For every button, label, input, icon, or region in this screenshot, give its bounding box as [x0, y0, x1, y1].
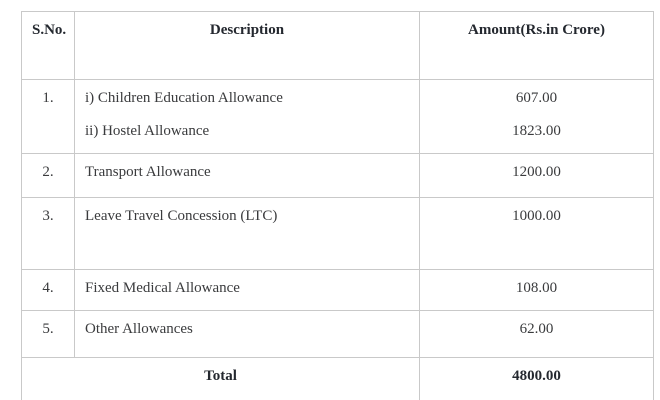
table-row: 4. Fixed Medical Allowance 108.00 — [21, 269, 654, 311]
amount-cell: 108.00 — [419, 269, 654, 311]
description-line: Leave Travel Concession (LTC) — [85, 208, 278, 224]
table-row: 3. Leave Travel Concession (LTC) 1000.00 — [21, 197, 654, 270]
amount-value: 108.00 — [515, 280, 558, 296]
amount-value: 607.00 — [515, 90, 558, 106]
description-cell: i) Children Education Allowance ii) Host… — [74, 79, 420, 154]
description-line: Other Allowances — [85, 321, 193, 337]
amount-value: 1200.00 — [512, 164, 561, 180]
description-line: Transport Allowance — [85, 164, 211, 180]
description-cell: Leave Travel Concession (LTC) — [74, 197, 420, 270]
description-line: i) Children Education Allowance — [85, 90, 283, 106]
sno-cell: 2. — [21, 153, 75, 198]
total-amount-cell: 4800.00 — [419, 357, 654, 400]
description-cell: Transport Allowance — [74, 153, 420, 198]
amount-value: 62.00 — [519, 321, 554, 337]
sno-value: 3. — [42, 208, 54, 224]
table-row: 2. Transport Allowance 1200.00 — [21, 153, 654, 198]
total-label: Total — [204, 368, 237, 384]
amount-cell: 1000.00 — [419, 197, 654, 270]
sno-cell: 5. — [21, 310, 75, 358]
table-row: 5. Other Allowances 62.00 — [21, 310, 654, 358]
amount-cell: 1200.00 — [419, 153, 654, 198]
header-sno: S.No. — [21, 11, 75, 80]
allowances-table: S.No. Description Amount(Rs.in Crore) 1.… — [21, 11, 654, 400]
header-description: Description — [74, 11, 420, 80]
amount-cell: 607.00 1823.00 — [419, 79, 654, 154]
table-row: 1. i) Children Education Allowance ii) H… — [21, 79, 654, 154]
sno-cell: 4. — [21, 269, 75, 311]
total-amount: 4800.00 — [512, 368, 561, 384]
sno-cell: 3. — [21, 197, 75, 270]
sno-value: 4. — [42, 280, 54, 296]
table-header-row: S.No. Description Amount(Rs.in Crore) — [21, 11, 654, 80]
sno-value: 1. — [42, 90, 54, 106]
amount-cell: 62.00 — [419, 310, 654, 358]
sno-cell: 1. — [21, 79, 75, 154]
description-cell: Fixed Medical Allowance — [74, 269, 420, 311]
header-amount: Amount(Rs.in Crore) — [419, 11, 654, 80]
sno-value: 2. — [42, 164, 54, 180]
description-cell: Other Allowances — [74, 310, 420, 358]
sno-value: 5. — [42, 321, 54, 337]
amount-value: 1823.00 — [512, 123, 561, 139]
description-line: Fixed Medical Allowance — [85, 280, 240, 296]
description-line: ii) Hostel Allowance — [85, 123, 210, 139]
total-label-cell: Total — [21, 357, 420, 400]
allowances-table-container: S.No. Description Amount(Rs.in Crore) 1.… — [21, 11, 660, 400]
amount-value: 1000.00 — [512, 208, 561, 224]
total-row: Total 4800.00 — [21, 357, 654, 400]
